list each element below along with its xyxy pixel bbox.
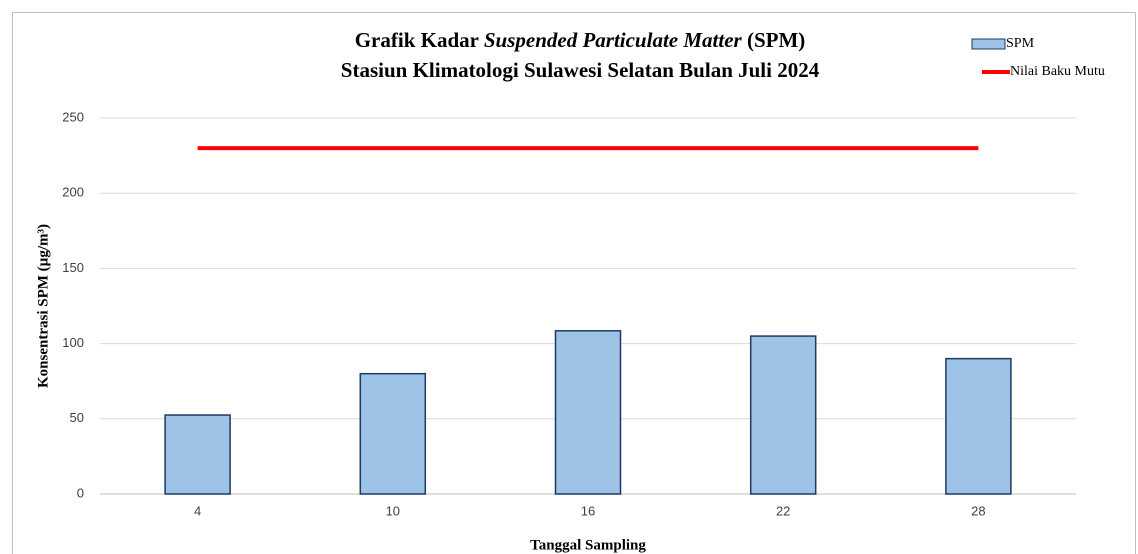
bar [749,335,817,495]
title-part: (SPM) [747,28,805,52]
x-tick-label: 28 [971,503,985,518]
legend-swatch [971,38,1006,50]
bar [945,357,1012,495]
chart-title: Grafik Kadar Suspended Particulate Matte… [355,28,806,52]
y-tick-label: 200 [62,185,84,200]
x-tick-label: 22 [776,503,790,518]
legend-label: Nilai Baku Mutu [1010,64,1105,79]
x-axis-label: Tanggal Sampling [530,537,646,553]
y-tick-label: 50 [70,410,84,425]
bar [359,372,427,495]
chart-subtitle: Stasiun Klimatologi Sulawesi Selatan Bul… [341,58,820,82]
title-part: Grafik Kadar [355,28,479,52]
bar [554,330,622,495]
y-axis-label: Konsentrasi SPM (µg/m³) [35,224,51,388]
x-tick-label: 4 [194,503,201,518]
y-tick-label: 150 [62,260,84,275]
title-part: Suspended Particulate Matter [484,28,743,52]
bar [164,414,231,495]
x-tick-label: 16 [581,503,595,518]
x-tick-label: 10 [386,503,400,518]
legend-label: SPM [1006,36,1035,51]
y-tick-label: 100 [62,335,84,350]
y-tick-label: 0 [77,485,84,500]
y-tick-label: 250 [62,109,84,124]
